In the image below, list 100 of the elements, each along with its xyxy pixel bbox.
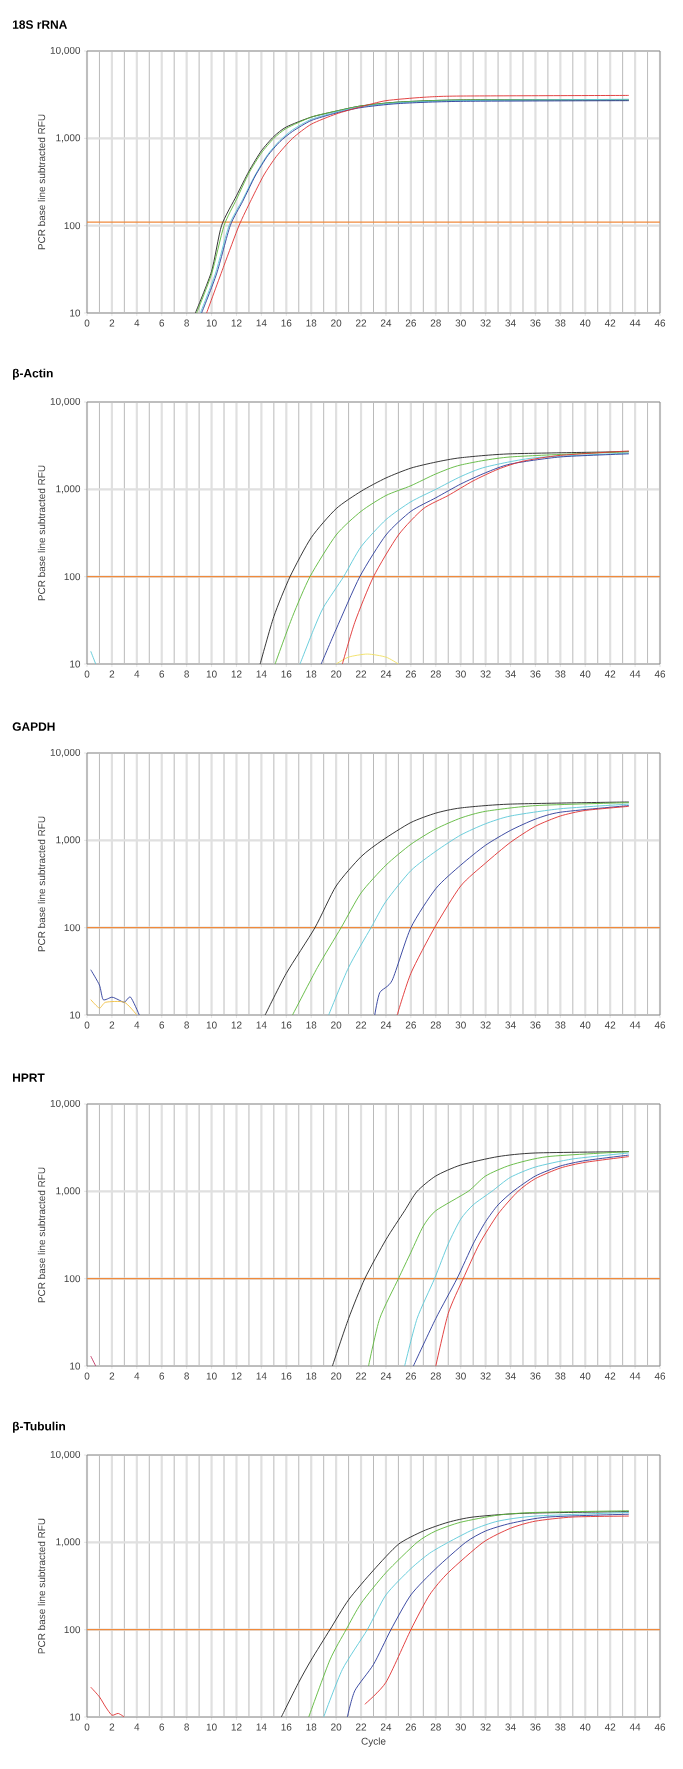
x-tick-label: 26 — [405, 319, 416, 327]
x-tick-label: 16 — [281, 1021, 292, 1029]
x-tick-label: 22 — [356, 1723, 367, 1731]
x-tick-label: 44 — [629, 319, 641, 327]
x-tick-label: 40 — [579, 1021, 591, 1029]
x-tick-label: 30 — [455, 1723, 466, 1731]
x-tick-label: 2 — [109, 670, 115, 678]
x-tick-label: 20 — [331, 1372, 342, 1380]
x-tick-label: 38 — [555, 1372, 566, 1380]
x-tick-label: 2 — [109, 1723, 115, 1731]
x-tick-label: 32 — [480, 1021, 491, 1029]
x-tick-label: 4 — [134, 1372, 140, 1380]
chart-title: HPRT — [13, 1073, 45, 1082]
x-tick-label: 38 — [555, 670, 566, 678]
x-tick-label: 38 — [555, 319, 566, 327]
x-tick-label: 36 — [530, 670, 541, 678]
x-tick-label: 44 — [629, 670, 641, 678]
x-tick-label: 10 — [206, 670, 217, 678]
x-tick-label: 34 — [505, 1723, 516, 1731]
x-tick-label: 6 — [159, 319, 165, 327]
x-tick-label: 32 — [480, 1723, 491, 1731]
x-tick-label: 32 — [480, 319, 491, 327]
x-tick-label: 8 — [184, 670, 189, 678]
x-tick-label: 28 — [430, 319, 441, 327]
x-tick-label: 18 — [306, 1723, 317, 1731]
x-tick-label: 36 — [530, 1372, 541, 1380]
y-axis-title: PCR base line subtracted RFU — [37, 1167, 46, 1303]
x-tick-label: 20 — [331, 319, 342, 327]
x-tick-label: 42 — [604, 1021, 616, 1029]
x-tick-label: 2 — [109, 319, 115, 327]
y-axis-title: PCR base line subtracted RFU — [37, 114, 46, 250]
x-tick-label: 10 — [206, 1021, 217, 1029]
x-tick-label: 34 — [505, 1372, 516, 1380]
x-tick-label: 34 — [505, 1021, 516, 1029]
x-tick-label: 40 — [579, 1372, 591, 1380]
x-tick-label: 24 — [380, 1021, 392, 1029]
x-tick-label: 40 — [579, 670, 591, 678]
y-tick-label: 10,000 — [50, 46, 81, 56]
y-tick-label: 1,000 — [56, 836, 81, 845]
x-tick-label: 18 — [306, 670, 317, 678]
y-tick-label: 10 — [70, 660, 81, 668]
x-tick-label: 18 — [306, 1372, 317, 1380]
y-tick-label: 100 — [64, 573, 81, 581]
x-tick-label: 30 — [455, 1021, 466, 1029]
x-tick-label: 10 — [206, 319, 217, 327]
x-tick-label: 28 — [430, 670, 441, 678]
chart-title: GAPDH — [12, 722, 55, 731]
x-tick-label: 42 — [604, 1723, 616, 1731]
x-tick-label: 26 — [405, 1372, 416, 1380]
y-tick-label: 100 — [64, 222, 81, 230]
x-tick-label: 2 — [109, 1372, 115, 1380]
x-tick-label: 28 — [430, 1021, 441, 1029]
y-tick-label: 10,000 — [50, 1450, 81, 1460]
x-tick-label: 30 — [455, 1372, 466, 1380]
x-tick-label: 44 — [629, 1021, 641, 1029]
x-tick-label: 26 — [405, 1021, 416, 1029]
x-tick-label: 36 — [530, 1723, 541, 1731]
x-tick-label: 0 — [84, 1723, 90, 1731]
x-tick-label: 32 — [480, 670, 491, 678]
x-tick-label: 24 — [380, 670, 392, 678]
x-tick-label: 28 — [430, 1723, 441, 1731]
x-tick-label: 22 — [356, 1021, 367, 1029]
x-tick-label: 40 — [579, 319, 591, 327]
x-tick-label: 42 — [604, 670, 616, 678]
x-tick-label: 34 — [505, 670, 516, 678]
chart-title: β-Tubulin — [13, 1421, 66, 1433]
x-tick-label: 18 — [306, 319, 317, 327]
y-tick-label: 10 — [70, 1011, 81, 1019]
x-tick-label: 40 — [579, 1723, 591, 1731]
y-tick-label: 100 — [64, 924, 81, 932]
x-tick-label: 2 — [109, 1021, 115, 1029]
x-tick-label: 22 — [356, 319, 367, 327]
x-tick-label: 8 — [184, 319, 189, 327]
x-tick-label: 4 — [134, 1021, 140, 1029]
x-tick-label: 4 — [134, 670, 140, 678]
y-tick-label: 10 — [70, 1713, 81, 1721]
x-tick-label: 30 — [455, 670, 466, 678]
x-tick-label: 42 — [604, 319, 616, 327]
x-tick-label: 24 — [380, 1723, 392, 1731]
x-tick-label: 26 — [405, 1723, 416, 1731]
x-tick-label: 28 — [430, 1372, 441, 1380]
x-tick-label: 16 — [281, 670, 292, 678]
x-tick-label: 20 — [331, 1021, 342, 1029]
y-axis-title: PCR base line subtracted RFU — [37, 1518, 46, 1654]
x-tick-label: 12 — [231, 1372, 242, 1380]
y-axis-title: PCR base line subtracted RFU — [37, 816, 46, 952]
x-tick-label: 16 — [281, 1723, 292, 1731]
y-tick-label: 1,000 — [56, 134, 81, 143]
x-tick-label: 0 — [84, 1372, 90, 1380]
x-tick-label: 22 — [356, 1372, 367, 1380]
x-tick-label: 34 — [505, 319, 516, 327]
y-tick-label: 10,000 — [50, 1099, 81, 1109]
y-axis-title: PCR base line subtracted RFU — [37, 465, 46, 601]
x-tick-label: 30 — [455, 319, 466, 327]
x-tick-label: 18 — [306, 1021, 317, 1029]
chart-title: β-Actin — [13, 368, 53, 380]
x-tick-label: 4 — [134, 319, 140, 327]
x-tick-label: 22 — [356, 670, 367, 678]
x-tick-label: 16 — [281, 319, 292, 327]
x-tick-label: 8 — [184, 1723, 189, 1731]
